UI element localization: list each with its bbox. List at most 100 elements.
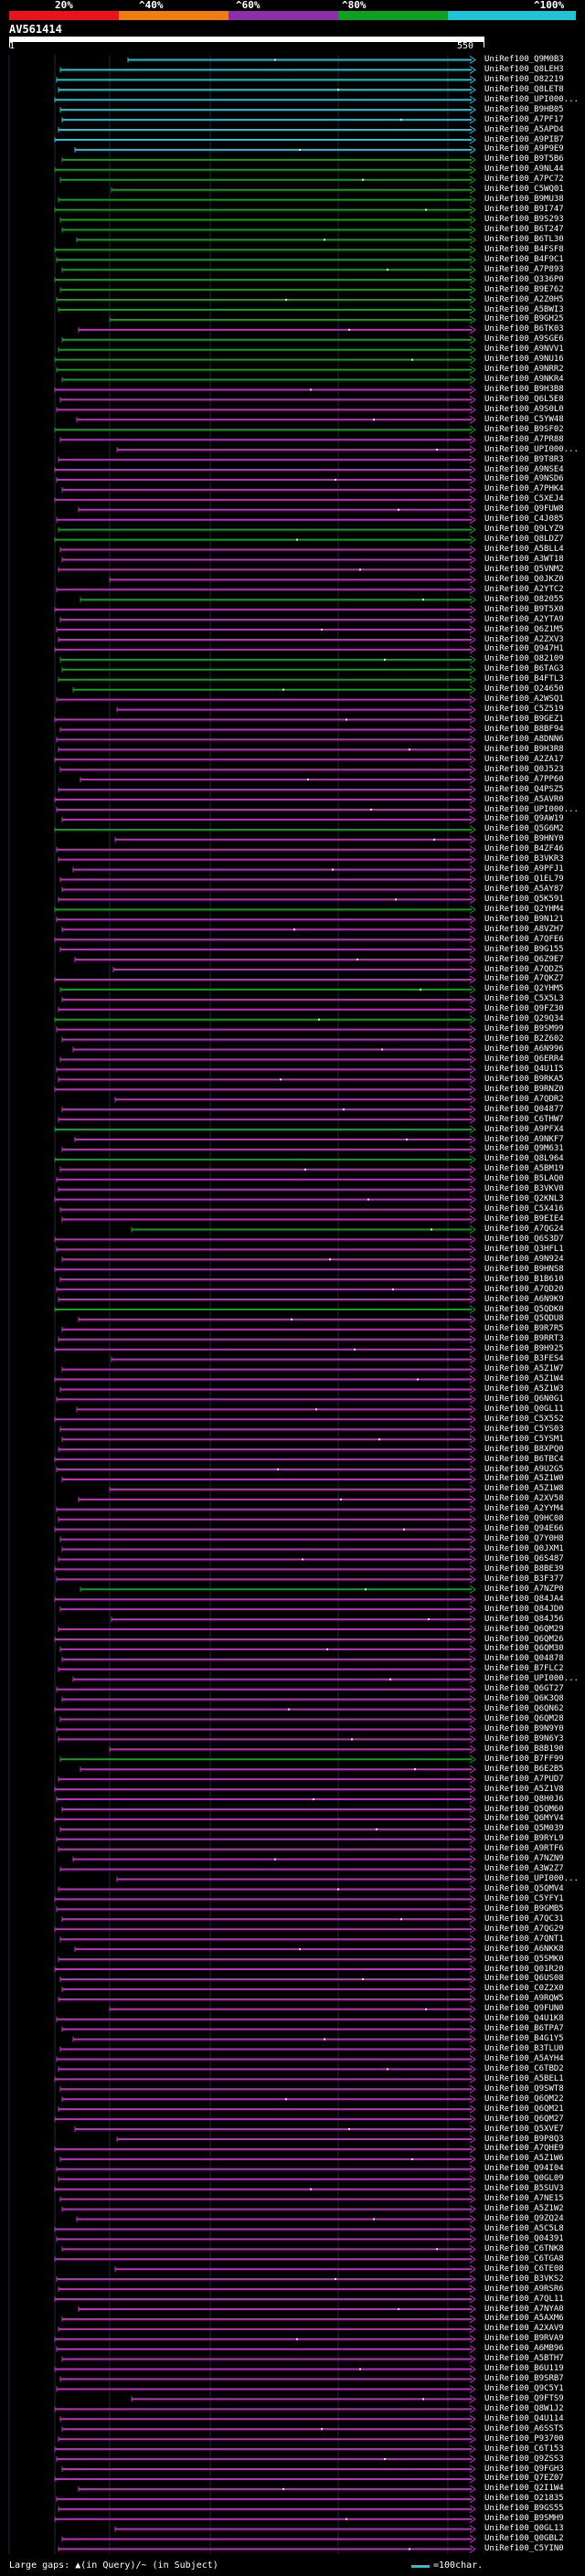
hit-label[interactable]: UniRef100_A8VZH7 [484,924,564,934]
hit-label[interactable]: UniRef100_A5AVR0 [484,794,564,804]
hit-label[interactable]: UniRef100_A5BLL4 [484,545,564,555]
hit-label[interactable]: UniRef100_B6TPA7 [484,2024,564,2034]
hit-label[interactable]: UniRef100_Q8LEH3 [484,64,564,74]
hit-label[interactable]: UniRef100_A7NZN9 [484,1854,564,1864]
hit-label[interactable]: UniRef100_B9RYL9 [484,1834,564,1844]
hit-label[interactable]: UniRef100_A5BWI3 [484,304,564,314]
hit-label[interactable]: UniRef100_A9NVV1 [484,345,564,355]
hit-label[interactable]: UniRef100_A9SGE6 [484,334,564,345]
hit-label[interactable]: UniRef100_B9GEZ1 [484,715,564,725]
hit-label[interactable]: UniRef100_A7QG24 [484,1224,564,1234]
hit-label[interactable]: UniRef100_A7PF17 [484,114,564,124]
hit-label[interactable]: UniRef100_A5Z1W6 [484,2154,564,2164]
hit-label[interactable]: UniRef100_P93700 [484,2433,564,2443]
hit-label[interactable]: UniRef100_A9RSR6 [484,2284,564,2294]
hit-label[interactable]: UniRef100_O82219 [484,74,564,84]
hit-label[interactable]: UniRef100_A5Z1W7 [484,1364,564,1374]
hit-label[interactable]: UniRef100_Q84J56 [484,1614,564,1624]
hit-label[interactable]: UniRef100_A7PUD7 [484,1774,564,1784]
hit-label[interactable]: UniRef100_Q6US08 [484,1974,564,1984]
hit-label[interactable]: UniRef100_A5BEL1 [484,2073,564,2083]
hit-label[interactable]: UniRef100_B6U119 [484,2364,564,2374]
hit-label[interactable]: UniRef100_Q5QDU8 [484,1314,564,1324]
hit-label[interactable]: UniRef100_Q9FGH3 [484,2464,564,2474]
hit-label[interactable]: UniRef100_A9NSE4 [484,464,564,474]
hit-label[interactable]: UniRef100_A6NKK8 [484,1944,564,1954]
hit-label[interactable]: UniRef100_A7QC31 [484,1913,564,1924]
hit-label[interactable]: UniRef100_Q94I04 [484,2164,564,2174]
hit-label[interactable]: UniRef100_A6SST5 [484,2423,564,2433]
hit-label[interactable]: UniRef100_Q6QM21 [484,2104,564,2114]
hit-label[interactable]: UniRef100_C5YSM1 [484,1434,564,1444]
hit-label[interactable]: UniRef100_A2ZXV3 [484,634,564,644]
hit-label[interactable]: UniRef100_Q947H1 [484,644,564,654]
hit-label[interactable]: UniRef100_Q5SMK0 [484,1954,564,1964]
hit-label[interactable]: UniRef100_A7PC72 [484,175,564,185]
hit-label[interactable]: UniRef100_B6TAG3 [484,664,564,674]
hit-label[interactable]: UniRef100_Q6QM28 [484,1714,564,1724]
hit-label[interactable]: UniRef100_A9PFX4 [484,1124,564,1134]
hit-label[interactable]: UniRef100_A7QKZ7 [484,974,564,984]
hit-label[interactable]: UniRef100_Q5VNM2 [484,564,564,574]
hit-label[interactable]: UniRef100_C5YFY1 [484,1893,564,1903]
hit-label[interactable]: UniRef100_B9RNZ0 [484,1084,564,1094]
hit-label[interactable]: UniRef100_Q8L964 [484,1154,564,1164]
hit-label[interactable]: UniRef100_Q9SWT8 [484,2083,564,2094]
hit-label[interactable]: UniRef100_B9MU38 [484,195,564,205]
hit-label[interactable]: UniRef100_A9NL44 [484,164,564,175]
hit-label[interactable]: UniRef100_Q6N0G1 [484,1394,564,1404]
hit-label[interactable]: UniRef100_A6N9K9 [484,1294,564,1304]
hit-label[interactable]: UniRef100_Q4U114 [484,2413,564,2423]
hit-label[interactable]: UniRef100_Q0GBL2 [484,2534,564,2544]
hit-label[interactable]: UniRef100_A9S0L0 [484,404,564,414]
hit-label[interactable]: UniRef100_A9NRR2 [484,365,564,375]
hit-label[interactable]: UniRef100_B6E2B5 [484,1764,564,1774]
hit-label[interactable]: UniRef100_Q4U1I5 [484,1064,564,1074]
hit-label[interactable]: UniRef100_B4F9C1 [484,254,564,264]
hit-label[interactable]: UniRef100_Q5QDK0 [484,1304,564,1314]
hit-label[interactable]: UniRef100_UPI000... [484,1874,579,1884]
hit-label[interactable]: UniRef100_Q9AW19 [484,814,564,824]
hit-label[interactable]: UniRef100_B1B610 [484,1274,564,1284]
hit-label[interactable]: UniRef100_Q6ERR4 [484,1055,564,1064]
hit-label[interactable]: UniRef100_B9HNS8 [484,1264,564,1274]
hit-label[interactable]: UniRef100_Q0GL13 [484,2524,564,2534]
hit-label[interactable]: UniRef100_C5Z519 [484,705,564,715]
hit-label[interactable]: UniRef100_A5APD4 [484,124,564,134]
hit-label[interactable]: UniRef100_A9N924 [484,1254,564,1264]
hit-label[interactable]: UniRef100_A5BTH7 [484,2354,564,2364]
hit-label[interactable]: UniRef100_Q7EZ07 [484,2474,564,2484]
hit-label[interactable]: UniRef100_A7QG29 [484,1924,564,1934]
hit-label[interactable]: UniRef100_A2WSQ1 [484,694,564,705]
hit-label[interactable]: UniRef100_UPI000... [484,444,579,454]
hit-label[interactable]: UniRef100_Q04877 [484,1104,564,1114]
hit-label[interactable]: UniRef100_A3WT18 [484,555,564,564]
hit-label[interactable]: UniRef100_B9SMH9 [484,2514,564,2524]
hit-label[interactable]: UniRef100_A2Z0H5 [484,294,564,304]
hit-label[interactable]: UniRef100_B9RRT3 [484,1334,564,1344]
hit-label[interactable]: UniRef100_A2XAV9 [484,2324,564,2334]
hit-label[interactable]: UniRef100_Q6K3Q8 [484,1694,564,1704]
hit-label[interactable]: UniRef100_C5X5S2 [484,1414,564,1424]
hit-label[interactable]: UniRef100_O82055 [484,594,564,604]
hit-label[interactable]: UniRef100_Q6QN62 [484,1704,564,1714]
hit-label[interactable]: UniRef100_Q6QM30 [484,1644,564,1654]
hit-label[interactable]: UniRef100_A2YTC2 [484,584,564,594]
hit-label[interactable]: UniRef100_C6THW7 [484,1114,564,1124]
hit-label[interactable]: UniRef100_A6MB96 [484,2344,564,2354]
hit-label[interactable]: UniRef100_C4J085 [484,514,564,525]
hit-label[interactable]: UniRef100_A7NZP0 [484,1584,564,1594]
hit-label[interactable]: UniRef100_A7QHE9 [484,2144,564,2154]
hit-label[interactable]: UniRef100_A9NU16 [484,355,564,365]
hit-label[interactable]: UniRef100_UPI000... [484,804,579,814]
hit-label[interactable]: UniRef100_A5AY87 [484,885,564,895]
hit-label[interactable]: UniRef100_Q0GL11 [484,1404,564,1414]
hit-label[interactable]: UniRef100_B9RVA9 [484,2334,564,2344]
hit-label[interactable]: UniRef100_B4ZF46 [484,844,564,854]
hit-label[interactable]: UniRef100_B3VKV0 [484,1184,564,1194]
hit-label[interactable]: UniRef100_B9P8Q3 [484,2134,564,2144]
hit-label[interactable]: UniRef100_B9GMB5 [484,1903,564,1913]
hit-label[interactable]: UniRef100_B9N121 [484,914,564,924]
hit-label[interactable]: UniRef100_Q9FUW8 [484,504,564,514]
hit-label[interactable]: UniRef100_C5XEJ4 [484,494,564,504]
